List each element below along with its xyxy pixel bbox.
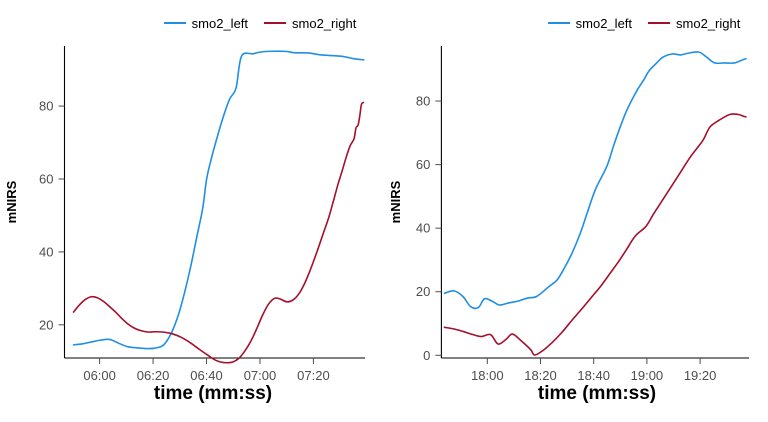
svg-text:80: 80 bbox=[39, 99, 53, 114]
svg-text:18:00: 18:00 bbox=[471, 368, 504, 383]
svg-text:40: 40 bbox=[416, 221, 430, 236]
svg-text:06:20: 06:20 bbox=[137, 368, 170, 383]
svg-text:0: 0 bbox=[423, 348, 430, 363]
svg-text:20: 20 bbox=[39, 317, 53, 332]
svg-text:19:00: 19:00 bbox=[631, 368, 664, 383]
svg-text:07:00: 07:00 bbox=[244, 368, 277, 383]
svg-text:40: 40 bbox=[39, 244, 53, 259]
svg-text:60: 60 bbox=[416, 157, 430, 172]
svg-text:80: 80 bbox=[416, 94, 430, 109]
svg-text:19:20: 19:20 bbox=[684, 368, 717, 383]
svg-text:06:40: 06:40 bbox=[190, 368, 223, 383]
svg-text:60: 60 bbox=[39, 171, 53, 186]
svg-text:18:20: 18:20 bbox=[524, 368, 557, 383]
svg-text:06:00: 06:00 bbox=[83, 368, 116, 383]
svg-text:07:20: 07:20 bbox=[297, 368, 330, 383]
svg-text:18:40: 18:40 bbox=[577, 368, 610, 383]
svg-text:20: 20 bbox=[416, 284, 430, 299]
